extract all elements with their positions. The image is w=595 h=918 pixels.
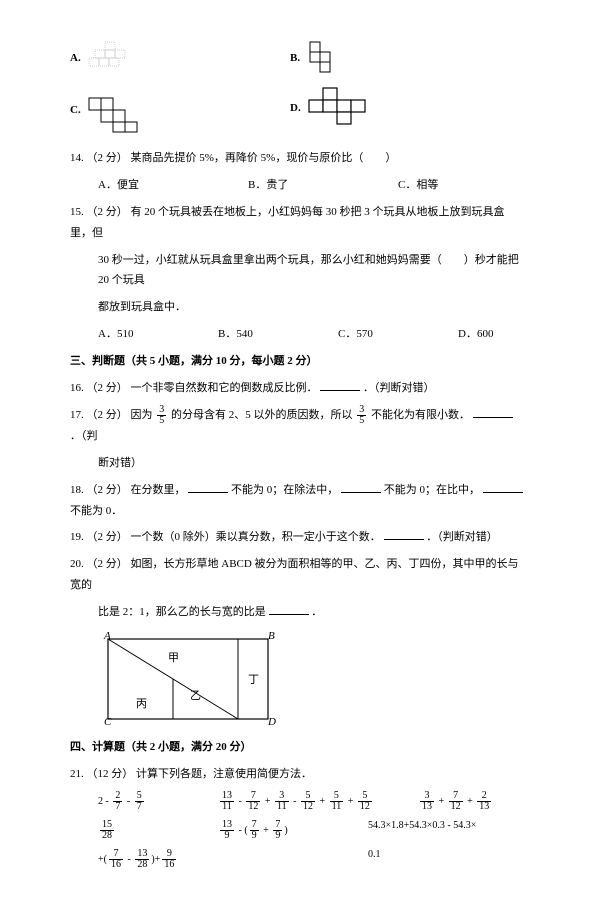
q-num: 18.: [70, 484, 84, 496]
fraction: 35: [157, 405, 166, 426]
blank-input[interactable]: [188, 480, 228, 493]
svg-text:B: B: [268, 630, 275, 642]
diagram-option-b: [306, 40, 346, 76]
q-pts: （12 分）: [87, 768, 134, 780]
blank-input[interactable]: [384, 527, 424, 540]
q-text: 计算下列各题，注意使用简便方法．: [136, 768, 312, 780]
q-text: 某商品先提价 5%，再降价 5%，现价与原价比（ ）: [131, 152, 397, 164]
q-text: ．（判: [70, 430, 98, 442]
svg-text:A: A: [103, 630, 111, 642]
opt: A．510: [98, 324, 218, 345]
q-text: ．（判断对错）: [426, 531, 498, 543]
svg-text:D: D: [267, 716, 276, 728]
blank-input[interactable]: [341, 480, 381, 493]
q-text: 不能化为有限小数．: [371, 409, 470, 421]
q-text: 比是 2：1，那么乙的长与宽的比是: [98, 606, 266, 618]
opt: D．600: [458, 324, 578, 345]
svg-text:C: C: [104, 716, 112, 728]
svg-text:乙: 乙: [190, 689, 201, 702]
opt: B．贵了: [248, 175, 398, 196]
opt: C．相等: [398, 175, 518, 196]
q-text: 因为: [131, 409, 153, 421]
q-text: 在分数里，: [131, 484, 186, 496]
q-text: 一个非零自然数和它的倒数成反比例．: [131, 382, 318, 394]
q-text: ．: [311, 606, 322, 618]
q-text: 如图，长方形草地 ABCD 被分为面积相等的甲、乙、丙、丁四份，其中甲的长与宽的: [70, 558, 519, 591]
opt-label: B.: [290, 52, 300, 64]
q-num: 15.: [70, 206, 84, 218]
q-num: 19.: [70, 531, 84, 543]
q-pts: （2 分）: [87, 206, 128, 218]
figure-q20: A B C D 甲 乙 丙 丁: [70, 629, 525, 729]
q-text: 不能为 0；在除法中，: [231, 484, 338, 496]
q-num: 20.: [70, 558, 84, 570]
opt-label: C.: [70, 104, 81, 116]
q-text: 都放到玩具盒中．: [98, 301, 186, 313]
q-text: ．（判断对错）: [363, 382, 435, 394]
blank-input[interactable]: [269, 602, 309, 615]
q-pts: （2 分）: [87, 152, 128, 164]
q-pts: （2 分）: [87, 531, 128, 543]
q-pts: （2 分）: [87, 382, 128, 394]
q-num: 14.: [70, 152, 84, 164]
q-text: 断对错）: [98, 457, 142, 469]
q-text: 30 秒一过，小红就从玩具盒里拿出两个玩具，那么小红和她妈妈需要（ ）秒才能把 …: [98, 254, 519, 287]
section-header: 三、判断题（共 5 小题，满分 10 分，每小题 2 分）: [70, 351, 525, 372]
q-text: 一个数（0 除外）乘以真分数，积一定小于这个数．: [131, 531, 381, 543]
q-num: 16.: [70, 382, 84, 394]
q-num: 17.: [70, 409, 84, 421]
q-text: 有 20 个玩具被丢在地板上，小红妈妈每 30 秒把 3 个玩具从地板上放到玩具…: [70, 206, 505, 239]
blank-input[interactable]: [473, 405, 513, 418]
svg-text:丙: 丙: [136, 698, 147, 710]
q-text: 不能为 0；在比中，: [384, 484, 480, 496]
q-pts: （2 分）: [87, 558, 128, 570]
q-pts: （2 分）: [87, 409, 128, 421]
q-text: 的分母含有 2、5 以外的质因数，所以: [171, 409, 353, 421]
svg-text:丁: 丁: [248, 674, 259, 686]
diagram-option-a: [87, 40, 137, 76]
opt: C．570: [338, 324, 458, 345]
blank-input[interactable]: [320, 378, 360, 391]
opt: B．540: [218, 324, 338, 345]
calc-problems: 2 - 27 - 57 1311 - 712 + 311 - 512 + 511…: [70, 791, 525, 870]
opt-label: A.: [70, 52, 81, 64]
diagram-option-c: [87, 86, 147, 134]
q-num: 21.: [70, 768, 84, 780]
fraction: 35: [357, 405, 366, 426]
q-pts: （2 分）: [87, 484, 128, 496]
section-header: 四、计算题（共 2 小题，满分 20 分）: [70, 737, 525, 758]
q-text: 不能为 0．: [70, 505, 122, 517]
opt-label: D.: [290, 102, 301, 114]
svg-text:甲: 甲: [168, 652, 179, 664]
blank-input[interactable]: [483, 480, 523, 493]
opt: A．便宜: [98, 175, 248, 196]
diagram-option-d: [307, 86, 377, 130]
